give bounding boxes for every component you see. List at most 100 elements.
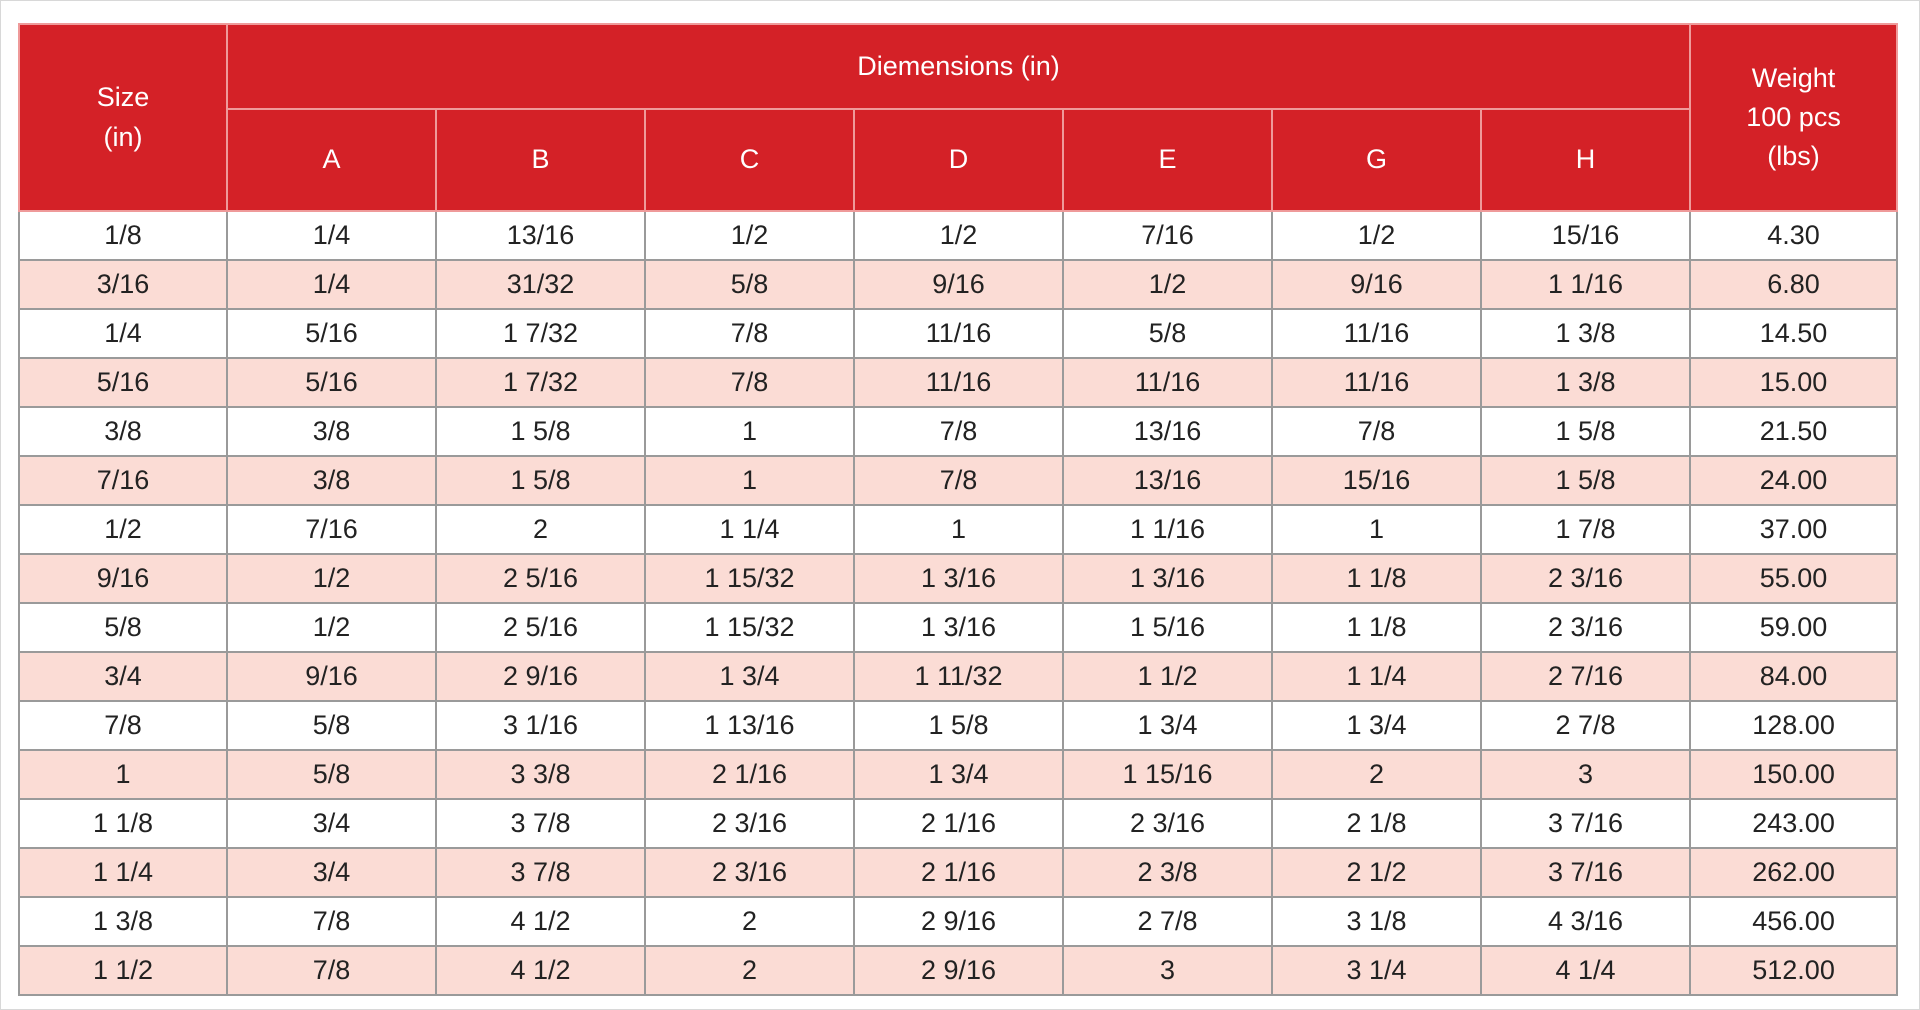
dim-a-cell: 1/4 xyxy=(226,210,437,261)
dim-g-cell: 2 1/2 xyxy=(1271,847,1482,898)
dim-e-cell: 5/8 xyxy=(1062,308,1273,359)
table-row: 3/8 3/8 1 5/8 1 7/8 13/16 7/8 1 5/8 21.50 xyxy=(18,406,1899,457)
weight-cell: 84.00 xyxy=(1689,651,1899,702)
size-cell: 7/8 xyxy=(18,700,228,751)
size-cell: 1/4 xyxy=(18,308,228,359)
dim-a-cell: 5/16 xyxy=(226,308,437,359)
dim-a-cell: 7/8 xyxy=(226,945,437,996)
dim-g-cell: 2 xyxy=(1271,749,1482,800)
size-cell: 3/16 xyxy=(18,259,228,310)
header-row-group: Size (in) Diemensions (in) Weight 100 pc… xyxy=(18,23,1899,212)
size-cell: 1/8 xyxy=(18,210,228,261)
dim-a-cell: 3/8 xyxy=(226,455,437,506)
table-row: 5/16 5/16 1 7/32 7/8 11/16 11/16 11/16 1 3/8 15.… xyxy=(18,357,1899,408)
dim-d-cell: 11/16 xyxy=(853,357,1064,408)
dim-d-cell: 11/16 xyxy=(853,308,1064,359)
dim-h-cell: 3 xyxy=(1479,749,1692,800)
dim-e-cell: 13/16 xyxy=(1062,406,1273,457)
dim-e-cell: 1 15/16 xyxy=(1062,749,1273,800)
table-row: 1/8 1/4 13/16 1/2 1/2 7/16 1/2 15/16 4.30 xyxy=(18,210,1899,261)
dim-c-cell: 2 3/16 xyxy=(644,798,855,849)
dim-h-cell: 2 7/8 xyxy=(1479,700,1692,751)
dim-b-cell: 3 1/16 xyxy=(435,700,646,751)
size-header-line: Size xyxy=(96,82,150,113)
dim-d-cell: 2 9/16 xyxy=(853,945,1064,996)
dim-b-cell: 2 5/16 xyxy=(435,553,646,604)
dim-d-cell: 1/2 xyxy=(853,210,1064,261)
table-row: 3/16 1/4 31/32 5/8 9/16 1/2 9/16 1 1/16 6.80 xyxy=(18,259,1899,310)
size-cell: 1 1/4 xyxy=(18,847,228,898)
dim-c-cell: 2 3/16 xyxy=(644,847,855,898)
dim-a-cell: 5/8 xyxy=(226,700,437,751)
dim-g-cell: 1 1/8 xyxy=(1271,553,1482,604)
dim-g-cell: 7/8 xyxy=(1271,406,1482,457)
dim-g-cell: 2 1/8 xyxy=(1271,798,1482,849)
dim-a-cell: 1/2 xyxy=(226,602,437,653)
dim-e-cell: 3 xyxy=(1062,945,1273,996)
dim-a-cell: 7/16 xyxy=(226,504,437,555)
weight-cell: 243.00 xyxy=(1689,798,1899,849)
dim-b-cell: 2 9/16 xyxy=(435,651,646,702)
weight-cell: 6.80 xyxy=(1689,259,1899,310)
weight-header-qty: 100 pcs xyxy=(1746,101,1841,132)
dimension-column-header: C xyxy=(644,108,855,212)
dim-a-cell: 7/8 xyxy=(226,896,437,947)
dim-h-cell: 3 7/16 xyxy=(1479,847,1692,898)
dimension-column-header: G xyxy=(1271,108,1482,212)
weight-column-header: Weight 100 pcs (lbs) xyxy=(1689,23,1899,212)
dim-d-cell: 1 3/16 xyxy=(853,553,1064,604)
weight-cell: 14.50 xyxy=(1689,308,1899,359)
size-cell: 1/2 xyxy=(18,504,228,555)
weight-header-unit: (lbs) xyxy=(1767,141,1820,172)
size-cell: 5/16 xyxy=(18,357,228,408)
dim-c-cell: 1 xyxy=(644,406,855,457)
dim-c-cell: 1 13/16 xyxy=(644,700,855,751)
dimension-column-header: D xyxy=(853,108,1064,212)
dim-c-cell: 1 15/32 xyxy=(644,553,855,604)
dimension-column-header: E xyxy=(1062,108,1273,212)
table-row: 7/8 5/8 3 1/16 1 13/16 1 5/8 1 3/4 1 3/4 2 7/8 1… xyxy=(18,700,1899,751)
dim-h-cell: 1 1/16 xyxy=(1479,259,1692,310)
dim-b-cell: 1 5/8 xyxy=(435,455,646,506)
dimension-spec-table: Size (in) Diemensions (in) Weight 100 pc… xyxy=(18,23,1899,996)
dim-e-cell: 1 1/2 xyxy=(1062,651,1273,702)
dim-b-cell: 4 1/2 xyxy=(435,896,646,947)
dim-h-cell: 1 3/8 xyxy=(1479,308,1692,359)
dim-d-cell: 7/8 xyxy=(853,455,1064,506)
dim-g-cell: 1/2 xyxy=(1271,210,1482,261)
table-row: 5/8 1/2 2 5/16 1 15/32 1 3/16 1 5/16 1 1/8 2 3/… xyxy=(18,602,1899,653)
table-row: 1/2 7/16 2 1 1/4 1 1 1/16 1 1 7/8 37.00 xyxy=(18,504,1899,555)
dim-g-cell: 1 3/4 xyxy=(1271,700,1482,751)
dim-e-cell: 2 3/8 xyxy=(1062,847,1273,898)
weight-cell: 24.00 xyxy=(1689,455,1899,506)
dim-b-cell: 4 1/2 xyxy=(435,945,646,996)
dim-h-cell: 1 5/8 xyxy=(1479,406,1692,457)
table-row: 1 1/8 3/4 3 7/8 2 3/16 2 1/16 2 3/16 2 1/8 3 7/… xyxy=(18,798,1899,849)
size-cell: 3/4 xyxy=(18,651,228,702)
dim-e-cell: 7/16 xyxy=(1062,210,1273,261)
dim-e-cell: 1 3/4 xyxy=(1062,700,1273,751)
dim-g-cell: 9/16 xyxy=(1271,259,1482,310)
weight-cell: 55.00 xyxy=(1689,553,1899,604)
dim-b-cell: 2 xyxy=(435,504,646,555)
dim-b-cell: 3 3/8 xyxy=(435,749,646,800)
dim-e-cell: 1 1/16 xyxy=(1062,504,1273,555)
dim-h-cell: 2 3/16 xyxy=(1479,553,1692,604)
dim-c-cell: 2 1/16 xyxy=(644,749,855,800)
dim-b-cell: 31/32 xyxy=(435,259,646,310)
dim-c-cell: 1 3/4 xyxy=(644,651,855,702)
dim-h-cell: 1 5/8 xyxy=(1479,455,1692,506)
dim-d-cell: 1 3/4 xyxy=(853,749,1064,800)
dim-c-cell: 7/8 xyxy=(644,357,855,408)
dim-h-cell: 1 3/8 xyxy=(1479,357,1692,408)
table-row: 9/16 1/2 2 5/16 1 15/32 1 3/16 1 3/16 1 1/8 2 3… xyxy=(18,553,1899,604)
dim-h-cell: 15/16 xyxy=(1479,210,1692,261)
weight-cell: 128.00 xyxy=(1689,700,1899,751)
table-body: 1/8 1/4 13/16 1/2 1/2 7/16 1/2 15/16 4.30 3/16 1/4… xyxy=(18,210,1899,996)
size-header-unit: (in) xyxy=(103,121,143,152)
table-row: 7/16 3/8 1 5/8 1 7/8 13/16 15/16 1 5/8 24.00 xyxy=(18,455,1899,506)
dim-e-cell: 13/16 xyxy=(1062,455,1273,506)
dim-a-cell: 5/8 xyxy=(226,749,437,800)
dim-b-cell: 3 7/8 xyxy=(435,847,646,898)
